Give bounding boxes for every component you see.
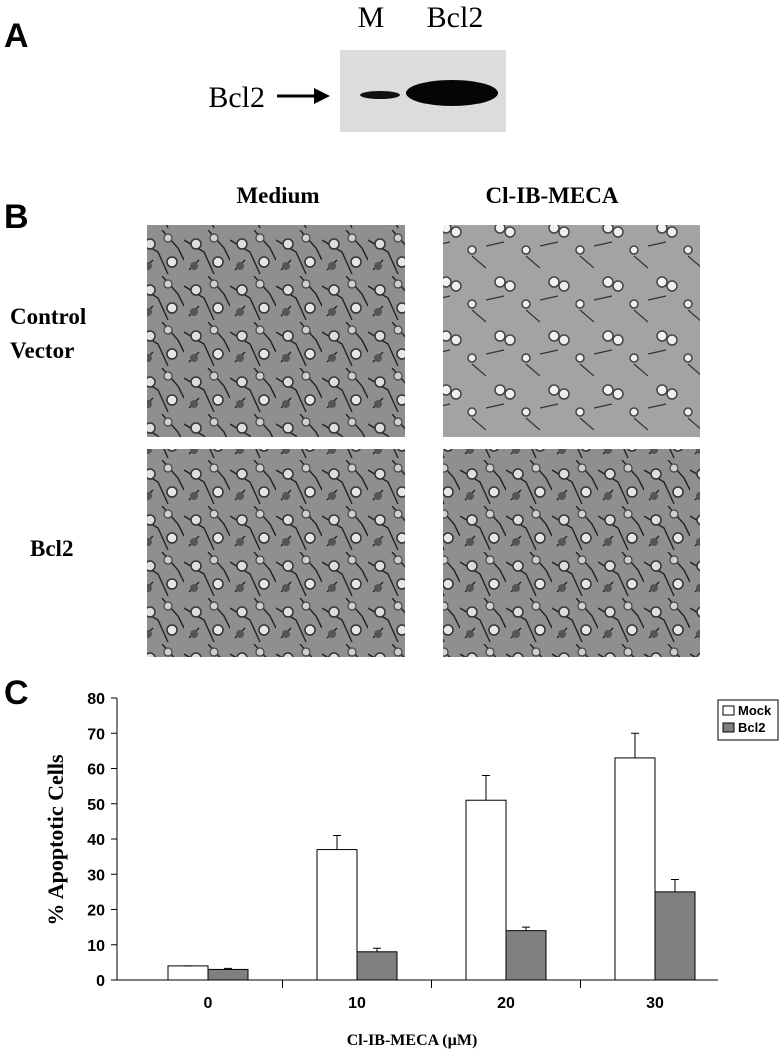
error-bar bbox=[671, 879, 679, 892]
error-bar bbox=[522, 926, 530, 931]
x-tick-label: 10 bbox=[348, 995, 366, 1012]
y-axis-label: % Apoptotic Cells bbox=[43, 754, 68, 926]
bar bbox=[505, 930, 547, 981]
x-tick-label: 30 bbox=[646, 995, 664, 1012]
y-tick-label: 70 bbox=[87, 726, 105, 743]
band-label: Bcl2 bbox=[208, 81, 265, 114]
error-bar bbox=[482, 775, 490, 801]
y-tick-label: 80 bbox=[87, 691, 105, 708]
panel-label: A bbox=[4, 17, 29, 55]
row-label: Bcl2 bbox=[30, 536, 74, 561]
y-tick-label: 50 bbox=[87, 797, 105, 814]
blot-band bbox=[360, 91, 400, 99]
bar bbox=[356, 951, 398, 981]
bar bbox=[654, 891, 696, 981]
x-tick-label: 20 bbox=[497, 995, 515, 1012]
lane-label: Bcl2 bbox=[427, 1, 484, 34]
error-bar bbox=[224, 967, 232, 970]
x-tick-label: 0 bbox=[204, 995, 213, 1012]
bar bbox=[207, 968, 249, 981]
panel-label: C bbox=[4, 674, 29, 712]
legend-swatch bbox=[722, 722, 735, 733]
legend-label: Mock bbox=[738, 703, 772, 718]
error-bar bbox=[631, 732, 639, 758]
micrograph bbox=[443, 449, 700, 657]
legend-label: Bcl2 bbox=[738, 720, 765, 735]
y-tick-label: 10 bbox=[87, 938, 105, 955]
y-tick-label: 30 bbox=[87, 867, 105, 884]
bar bbox=[167, 965, 209, 981]
error-bar bbox=[373, 947, 381, 952]
panel-label: B bbox=[4, 198, 29, 236]
micrograph bbox=[147, 225, 405, 437]
arrow-head bbox=[314, 88, 330, 104]
blot-band bbox=[406, 80, 498, 106]
y-tick-label: 40 bbox=[87, 832, 105, 849]
y-tick-label: 60 bbox=[87, 762, 105, 779]
row-label: Control Vector bbox=[10, 304, 87, 363]
micrograph bbox=[443, 225, 700, 437]
chart: 0 10 20 30 40 50 60 70 80 0 10 20 30 Mock Bcl2 Cl-IB-ME… bbox=[43, 691, 779, 1049]
bar bbox=[465, 799, 507, 981]
error-bar bbox=[333, 834, 341, 850]
bar bbox=[316, 849, 358, 981]
bar bbox=[614, 757, 656, 981]
micrograph bbox=[147, 449, 405, 657]
column-label: Medium bbox=[236, 183, 319, 208]
legend-swatch bbox=[722, 705, 735, 716]
lane-label: M bbox=[358, 1, 385, 34]
y-tick-label: 0 bbox=[96, 973, 105, 990]
y-tick-label: 20 bbox=[87, 903, 105, 920]
x-axis-label: Cl-IB-MECA (µM) bbox=[347, 1032, 478, 1049]
column-label: Cl-IB-MECA bbox=[486, 183, 619, 208]
